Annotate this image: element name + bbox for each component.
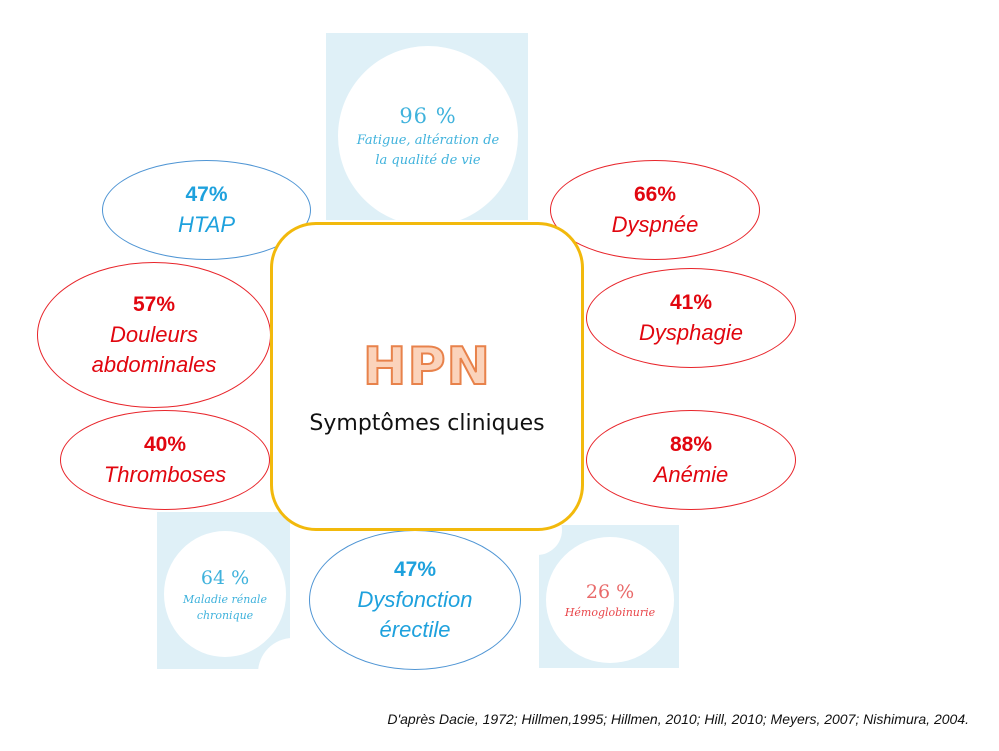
renale-label-line2: chronique xyxy=(196,609,254,622)
dyspnee-ellipse: 66% Dyspnée xyxy=(550,160,760,260)
fatigue-percent: 96 % xyxy=(399,104,457,128)
center-subtitle: Symptômes cliniques xyxy=(309,411,545,436)
htap-percent: 47% xyxy=(185,183,228,206)
hemoglobinurie-percent: 26 % xyxy=(585,581,635,603)
renale-circle: 64 % Maladie rénale chronique xyxy=(164,531,286,657)
center-title: HPN xyxy=(362,336,492,398)
douleurs-percent: 57% xyxy=(132,293,176,316)
fatigue-label-line2: la qualité de vie xyxy=(375,153,481,168)
dysfonction-percent: 47% xyxy=(393,558,437,581)
anemie-label: Anémie xyxy=(653,462,729,487)
fatigue-label-line1: Fatigue, altération de xyxy=(356,133,500,148)
renale-panel-notch xyxy=(258,638,328,708)
dysfonction-label-line2: érectile xyxy=(379,617,451,642)
dysphagie-label: Dysphagie xyxy=(639,320,743,345)
reference-footer: D'après Dacie, 1972; Hillmen,1995; Hillm… xyxy=(387,711,969,727)
renale-label-line1: Maladie rénale xyxy=(183,593,267,606)
htap-label: HTAP xyxy=(177,212,236,237)
douleurs-ellipse: 57% Douleurs abdominales xyxy=(37,262,271,408)
renale-percent: 64 % xyxy=(200,567,250,589)
dyspnee-label: Dyspnée xyxy=(611,212,699,237)
dysfonction-label-line1: Dysfonction xyxy=(357,587,473,612)
center-box: HPN Symptômes cliniques xyxy=(270,222,584,531)
anemie-percent: 88% xyxy=(669,433,713,456)
douleurs-label-line1: Douleurs xyxy=(109,322,199,347)
thromboses-label: Thromboses xyxy=(103,462,227,487)
hemoglobinurie-circle: 26 % Hémoglobinurie xyxy=(546,537,674,663)
douleurs-label-line2: abdominales xyxy=(91,352,217,377)
hemoglobinurie-label: Hémoglobinurie xyxy=(564,606,656,619)
dysphagie-ellipse: 41% Dysphagie xyxy=(586,268,796,368)
fatigue-circle: 96 % Fatigue, altération de la qualité d… xyxy=(338,46,518,226)
thromboses-percent: 40% xyxy=(143,433,187,456)
anemie-ellipse: 88% Anémie xyxy=(586,410,796,510)
dysphagie-percent: 41% xyxy=(669,291,713,314)
dyspnee-percent: 66% xyxy=(633,183,677,206)
thromboses-ellipse: 40% Thromboses xyxy=(60,410,270,510)
dysfonction-ellipse: 47% Dysfonction érectile xyxy=(309,530,521,670)
